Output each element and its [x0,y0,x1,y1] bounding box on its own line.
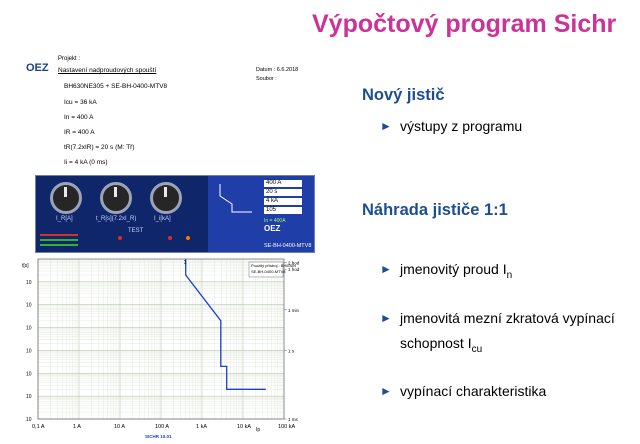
trip-unit-display: 400 A 20 s 4 kA 105 In = 400A OEZ SE-BH-… [208,176,314,252]
value-ii: 4 kA [264,198,302,205]
legend-box [248,261,284,278]
y-tick-label: 10 [26,417,32,423]
bullet-characteristic: ► vypínací charakteristika [380,380,546,402]
unit-model: SE-BH-0400-MTV8 [264,243,312,249]
in-readout: In = 400A [264,218,286,224]
led-bar [40,239,78,241]
legend-line-1: Použitý přístroj : BH630N [251,263,296,268]
status-led [168,236,172,240]
tripping-curve [185,259,266,390]
report-file: Soubor : [256,76,277,82]
param-ir: IR = 400 A [64,129,95,136]
plot-frame [37,258,285,420]
value-code: 105 [264,207,302,214]
ir-label: I_R[A] [56,216,73,222]
slide-title: Výpočtový program Sichr [312,10,617,38]
report-date: Datum : 6.6.2018 [256,67,299,73]
x-tick-label: 10 kA [237,424,251,430]
param-icu: Icu = 36 kA [64,99,97,106]
curve-label: 1 [184,260,187,266]
x-tick-label: 10 A [114,424,125,430]
bullet-text: jmenovitý proud I [400,261,507,277]
param-tr: tR(7.2xIR) = 20 s (M: Tř) [64,144,135,151]
right-tick-label: 1 hod [288,267,300,272]
tr-dial [100,182,132,214]
bullet-program-outputs: ► výstupy z programu [380,115,522,137]
bullet-subscript: n [506,269,513,281]
legend-line-2: SE-BH-0400-MTV8 [251,269,286,274]
param-breaker: BH630NE305 + SE-BH-0400-MTV8 [64,83,168,90]
bullet-rated-current: ► jmenovitý proud In [380,258,512,287]
y-tick-label: 10 [26,326,32,332]
bullet-subscript: cu [471,343,483,355]
right-tick-label: 1 s [288,348,295,353]
y-tick-label: 10 [26,371,32,377]
ii-dial [150,182,182,214]
arrow-bullet-icon: ► [380,119,392,133]
right-tick-label: 1 ms [288,417,299,422]
led-bar [40,244,78,246]
test-label: TEST [128,228,144,234]
status-led [186,236,190,240]
param-in: In = 400 A [64,114,94,121]
bullet-text: výstupy z programu [400,118,523,134]
heading-new-breaker: Nový jistič [362,86,445,104]
tripping-characteristic-chart: Použitý přístroj : BH630N SE-BH-0400-MTV… [22,258,300,439]
heading-replacement: Náhrada jističe 1:1 [362,201,508,219]
y-tick-label: 10 [26,303,32,309]
right-tick-label: 1 min [288,308,300,313]
x-tick-label: 100 A [155,424,169,430]
arrow-bullet-icon: ► [380,384,392,398]
panel-brand: OEZ [264,224,281,233]
x-tick-label: 1 A [73,424,81,430]
ii-label: I_i[kA] [154,216,171,222]
x-unit-label: Ip [256,427,260,433]
value-ir: 400 A [264,180,302,187]
y-tick-label: 10 [26,348,32,354]
led-bar [40,234,78,236]
oez-logo: OEZ [26,62,49,74]
program-output-screenshot: OEZ Projekt : Nastavení nadproudových sp… [20,50,320,440]
y-tick-label: 10 [26,280,32,286]
chart-footer: SICHR 10.01 [145,434,172,439]
bullet-breaking-capacity: ► jmenovitá mezní zkratová vypínací scho… [380,306,620,362]
projekt-label: Projekt : [58,56,81,62]
mini-curve-icon [219,184,252,213]
param-ii: Ii = 4 kA (0 ms) [64,159,108,166]
arrow-bullet-icon: ► [380,311,392,325]
bullet-text: jmenovitá mezní zkratová vypínací schopn… [400,310,615,351]
ir-dial [50,182,82,214]
trip-unit-panel: I_R[A] t_R[s](7.2xI_R) I_i[kA] TEST 400 … [35,175,315,253]
status-led [118,236,122,240]
x-tick-label: 100 kA [278,424,295,430]
y-unit-label: t[s] [22,263,29,269]
tr-label: t_R[s](7.2xI_R) [96,216,137,222]
projekt-title: Nastavení nadproudových spouští [58,67,157,74]
x-tick-label: 0,1 A [32,424,45,430]
bullet-text: vypínací charakteristika [400,383,547,399]
arrow-bullet-icon: ► [380,262,392,276]
y-tick-label: 10 [26,394,32,400]
x-tick-label: 1 kA [196,424,207,430]
value-tr: 20 s [264,189,302,196]
right-tick-label: 2 hod [288,260,300,265]
